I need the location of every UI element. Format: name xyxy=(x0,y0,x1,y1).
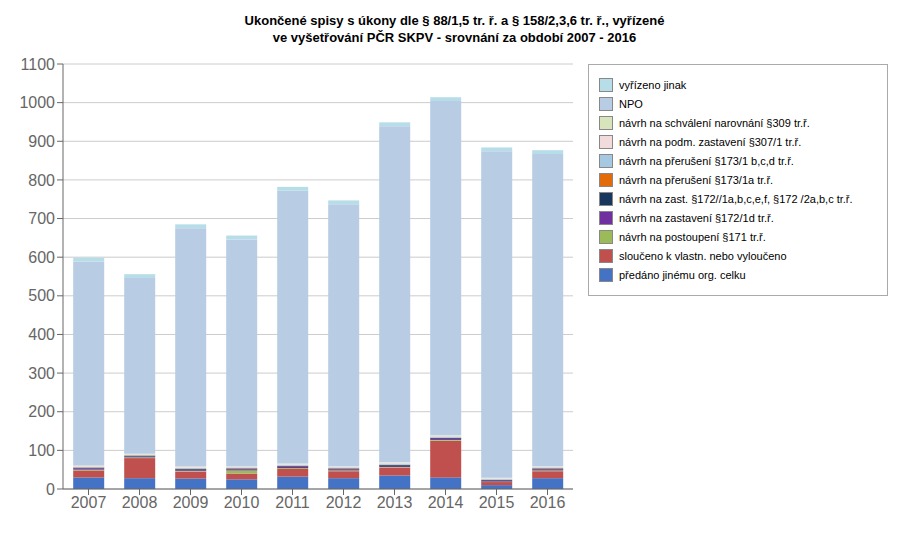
svg-text:1000: 1000 xyxy=(19,94,55,111)
svg-text:800: 800 xyxy=(28,172,55,189)
html-text:návrh na zast. §172//1a,b,c,e,: návrh na zast. §172//1a,b,c,e,f, §172 /2… xyxy=(619,193,853,205)
svg-text:700: 700 xyxy=(28,210,55,227)
html-text:sloučeno k vlastn. nebo vylouč: sloučeno k vlastn. nebo vyloučeno xyxy=(619,250,787,262)
svg-text:900: 900 xyxy=(28,133,55,150)
html-text:NPO: NPO xyxy=(619,98,643,110)
html-text:návrh na přerušení §173/1 b,c,: návrh na přerušení §173/1 b,c,d tr.ř. xyxy=(619,155,794,167)
html-text:ve vyšetřování PČR SKPV - srov: ve vyšetřování PČR SKPV - srovnání za ob… xyxy=(272,30,637,45)
svg-text:500: 500 xyxy=(28,287,55,304)
svg-text:2008: 2008 xyxy=(122,494,158,511)
svg-text:2010: 2010 xyxy=(224,494,260,511)
html-text:předáno jinému org. celku: předáno jinému org. celku xyxy=(619,269,746,281)
html-text:návrh na zastavení §172/1d tr.: návrh na zastavení §172/1d tr.ř. xyxy=(619,212,774,224)
svg-text:0: 0 xyxy=(46,481,55,498)
svg-text:1100: 1100 xyxy=(21,56,56,73)
svg-text:200: 200 xyxy=(28,403,55,420)
svg-text:400: 400 xyxy=(28,326,55,343)
svg-text:2009: 2009 xyxy=(173,494,209,511)
html-text:návrh na přerušení §173/1a tr.: návrh na přerušení §173/1a tr.ř. xyxy=(619,174,774,186)
svg-text:2016: 2016 xyxy=(530,494,566,511)
html-text:Ukončené spisy s úkony dle § 8: Ukončené spisy s úkony dle § 88/1,5 tr. … xyxy=(244,13,665,28)
svg-text:2011: 2011 xyxy=(275,494,310,511)
html-text:návrh na postoupení §171 tr.ř.: návrh na postoupení §171 tr.ř. xyxy=(619,231,766,243)
svg-text:2007: 2007 xyxy=(71,494,107,511)
svg-text:2015: 2015 xyxy=(479,494,515,511)
svg-text:2012: 2012 xyxy=(326,494,362,511)
svg-text:600: 600 xyxy=(28,249,55,266)
html-text:návrh na schválení narovnání §: návrh na schválení narovnání §309 tr.ř. xyxy=(619,117,810,129)
svg-text:2014: 2014 xyxy=(428,494,464,511)
svg-text:300: 300 xyxy=(28,365,55,382)
html-text:vyřízeno jinak: vyřízeno jinak xyxy=(619,79,687,91)
svg-text:2013: 2013 xyxy=(377,494,413,511)
html-text:návrh na podm. zastavení §307/: návrh na podm. zastavení §307/1 tr.ř. xyxy=(619,136,802,148)
svg-text:100: 100 xyxy=(28,442,55,459)
